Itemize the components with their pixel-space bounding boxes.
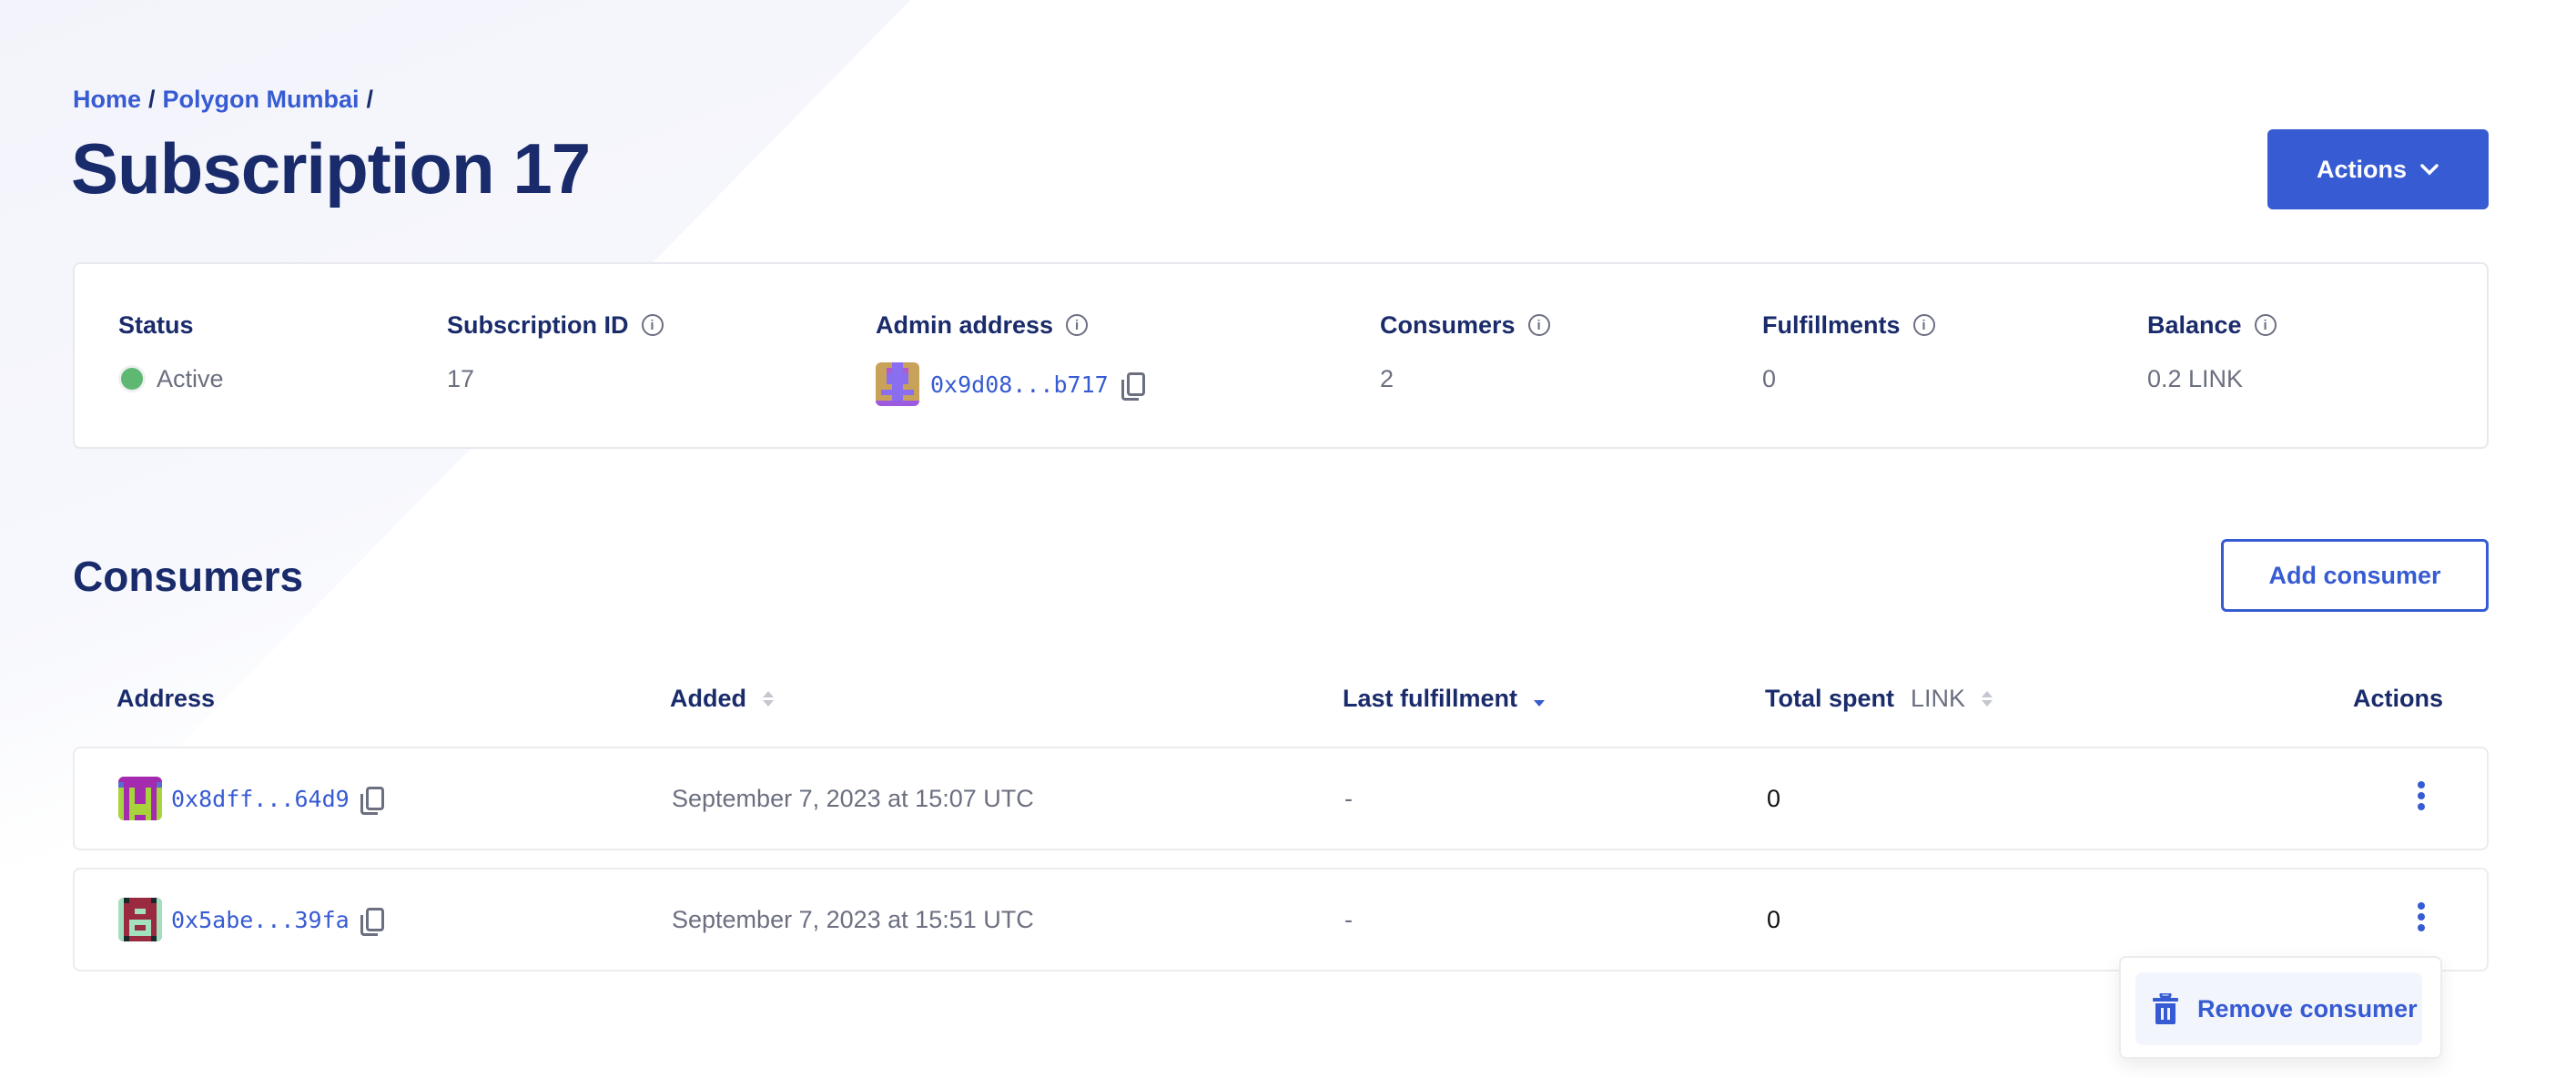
balance-value: 0.2 LINK	[2147, 364, 2244, 392]
sort-desc-icon[interactable]	[1534, 691, 1546, 707]
last-fulfillment: -	[1344, 905, 1353, 933]
breadcrumb-network[interactable]: Polygon Mumbai	[162, 86, 360, 113]
column-header-added[interactable]: Added	[670, 685, 774, 713]
subscription-summary-card: Status Active Subscription ID i 17 Admin …	[73, 262, 2489, 449]
column-unit: LINK	[1911, 685, 1966, 712]
consumers-heading: Consumers	[73, 553, 304, 600]
subscription-id-value: 17	[447, 364, 475, 392]
actions-label: Actions	[2316, 155, 2407, 183]
column-header-last-fulfillment[interactable]: Last fulfillment	[1343, 685, 1546, 713]
page-title: Subscription 17	[71, 128, 591, 208]
fulfillments-field: Fulfillments i 0	[1762, 310, 1935, 397]
last-fulfillment: -	[1344, 784, 1353, 812]
info-icon[interactable]: i	[1066, 314, 1089, 336]
chevron-down-icon	[2420, 164, 2439, 176]
column-label: Actions	[2352, 685, 2443, 712]
subscription-id-label: Subscription ID	[447, 310, 629, 339]
consumers-label: Consumers	[1380, 310, 1516, 339]
added-date: September 7, 2023 at 15:07 UTC	[672, 784, 1034, 812]
balance-label: Balance	[2147, 310, 2242, 339]
status-label: Status	[118, 310, 194, 339]
info-icon[interactable]: i	[641, 314, 664, 336]
status-value: Active	[157, 364, 224, 392]
admin-avatar	[876, 362, 919, 406]
fulfillments-value: 0	[1762, 364, 1777, 392]
subscription-id-field: Subscription ID i 17	[447, 310, 664, 397]
breadcrumb-separator: /	[366, 86, 374, 113]
info-icon[interactable]: i	[2254, 314, 2277, 336]
added-date: September 7, 2023 at 15:51 UTC	[672, 905, 1034, 933]
column-header-address: Address	[117, 685, 215, 713]
total-spent: 0	[1767, 784, 1781, 812]
copy-icon[interactable]	[360, 908, 384, 936]
consumers-field: Consumers i 2	[1380, 310, 1550, 397]
more-vertical-icon[interactable]	[2418, 902, 2425, 931]
trash-icon	[2153, 993, 2178, 1024]
actions-button[interactable]: Actions	[2267, 129, 2489, 209]
info-icon[interactable]: i	[1912, 314, 1935, 336]
admin-address-label: Admin address	[876, 310, 1054, 339]
consumers-value: 2	[1380, 364, 1394, 392]
consumer-avatar	[118, 777, 162, 820]
add-consumer-button[interactable]: Add consumer	[2221, 539, 2489, 612]
fulfillments-label: Fulfillments	[1762, 310, 1901, 339]
consumer-address-link[interactable]: 0x8dff...64d9	[171, 785, 350, 812]
balance-field: Balance i 0.2 LINK	[2147, 310, 2277, 397]
column-header-actions: Actions	[2353, 685, 2443, 713]
consumer-avatar	[118, 898, 162, 941]
column-label: Address	[117, 685, 216, 712]
column-label: Total spent	[1765, 685, 1895, 712]
row-actions-menu: Remove consumer	[2119, 956, 2442, 1059]
remove-consumer-label: Remove consumer	[2197, 994, 2418, 1022]
column-header-total-spent[interactable]: Total spent LINK	[1765, 685, 1993, 713]
admin-address-field: Admin address i 0x9d08...b717	[876, 310, 1145, 406]
breadcrumb: Home / Polygon Mumbai /	[73, 86, 380, 114]
column-label: Added	[670, 685, 746, 712]
column-label: Last fulfillment	[1343, 685, 1518, 712]
remove-consumer-menu-item[interactable]: Remove consumer	[2135, 972, 2422, 1045]
consumer-address-link[interactable]: 0x5abe...39fa	[171, 906, 350, 933]
status-dot-icon	[118, 365, 146, 392]
table-row: 0x5abe...39fa September 7, 2023 at 15:51…	[73, 868, 2489, 971]
copy-icon[interactable]	[1121, 372, 1145, 401]
total-spent: 0	[1767, 905, 1781, 933]
table-row: 0x8dff...64d9 September 7, 2023 at 15:07…	[73, 747, 2489, 850]
breadcrumb-home[interactable]: Home	[73, 86, 142, 113]
copy-icon[interactable]	[360, 787, 384, 815]
admin-address-link[interactable]: 0x9d08...b717	[930, 371, 1109, 398]
more-vertical-icon[interactable]	[2418, 781, 2425, 810]
info-icon[interactable]: i	[1527, 314, 1550, 336]
sort-icon[interactable]	[1982, 691, 1993, 707]
breadcrumb-separator: /	[148, 86, 156, 113]
status-field: Status Active	[118, 310, 224, 397]
sort-icon[interactable]	[763, 691, 774, 707]
